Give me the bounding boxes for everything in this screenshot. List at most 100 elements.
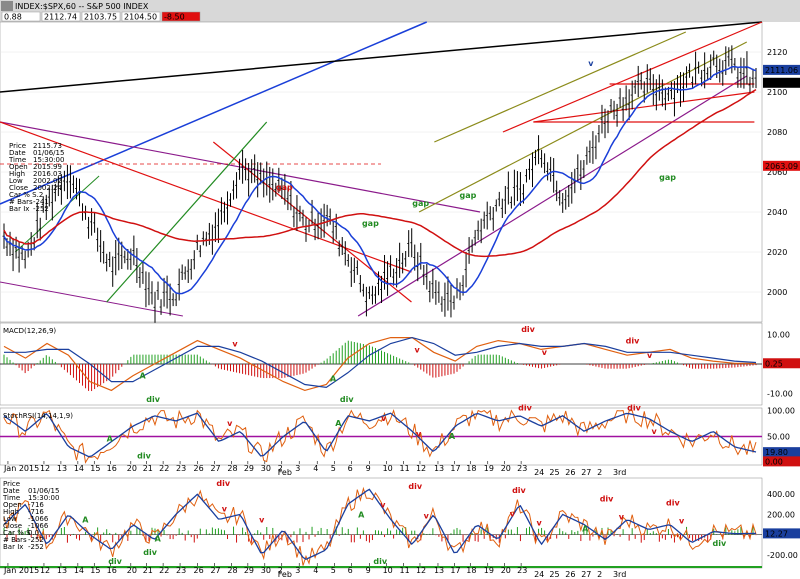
info-value: -252 bbox=[28, 536, 44, 544]
osc-xaxis-label: 4 bbox=[313, 566, 318, 575]
info-label: Bar Ix bbox=[9, 205, 29, 213]
stoch-xaxis-label: 4 bbox=[313, 464, 318, 473]
green-uptrend bbox=[106, 121, 268, 303]
price-annotation: v bbox=[588, 59, 594, 68]
red-moving-average bbox=[3, 88, 757, 258]
info-label: # Bars bbox=[3, 536, 27, 544]
macd-annotation: v bbox=[415, 345, 421, 354]
osc-xaxis-label-2: 25 bbox=[549, 570, 559, 579]
info-value: 0.0 bbox=[28, 529, 39, 537]
osc-annotation: div bbox=[408, 482, 422, 491]
price-tick-label: 2080 bbox=[767, 128, 787, 137]
black-trendline bbox=[0, 21, 763, 93]
info-value: -1066 bbox=[28, 515, 49, 523]
stoch-annotation: A bbox=[449, 432, 456, 441]
price-tick-label: 2060 bbox=[767, 168, 787, 177]
info-value: 15:30:00 bbox=[28, 494, 59, 502]
info-label: Close bbox=[9, 184, 28, 192]
price-marker bbox=[763, 64, 800, 75]
macd-marker-label: 0.25 bbox=[765, 359, 783, 368]
info-value: -252 bbox=[33, 205, 49, 213]
stoch-xaxis-label: 26 bbox=[194, 464, 204, 473]
info-label: High bbox=[3, 508, 19, 516]
quote-value: 2103.75 bbox=[84, 13, 117, 22]
macd-annotation: div bbox=[340, 395, 354, 404]
osc-annotation: v bbox=[619, 512, 625, 521]
macd-annotation: v bbox=[542, 348, 548, 357]
stoch-xaxis-label: 11 bbox=[400, 464, 410, 473]
stoch-xaxis-label: 20 bbox=[501, 464, 511, 473]
osc-xaxis-label: 15 bbox=[90, 566, 100, 575]
purple-uptrend bbox=[357, 75, 748, 317]
info-value: 2002.02 bbox=[33, 177, 62, 185]
macd-annotation: v bbox=[647, 351, 653, 360]
osc-annotation: v bbox=[679, 517, 685, 526]
stoch-marker bbox=[763, 456, 800, 467]
price-marker bbox=[763, 160, 800, 171]
info-label: Price bbox=[3, 480, 20, 488]
window-menu-icon[interactable] bbox=[1, 1, 13, 11]
price-marker-label: 2104.61 bbox=[765, 79, 798, 88]
stoch-xaxis-label: 12 bbox=[416, 464, 426, 473]
stoch-xaxis-label: 5 bbox=[331, 464, 336, 473]
info-value: 01/06/15 bbox=[33, 149, 64, 157]
quote-value: -8.50 bbox=[164, 13, 185, 22]
osc-xaxis-label: 12 bbox=[40, 566, 50, 575]
red-channel-upper bbox=[502, 21, 763, 133]
osc-tick-label: -200.00 bbox=[767, 551, 798, 560]
osc-xaxis-label-2: 2 bbox=[597, 570, 602, 579]
macd-name: MACD(12,26,9) bbox=[3, 327, 56, 335]
osc-xaxis-label: 19 bbox=[484, 566, 494, 575]
stoch-xaxis-label: 2 bbox=[278, 464, 283, 473]
osc-annotation: v bbox=[424, 511, 430, 520]
stoch-name: StochRSI(14,14,1,9) bbox=[3, 412, 73, 420]
blue-moving-average bbox=[3, 65, 757, 295]
osc-xaxis-label: 14 bbox=[74, 566, 84, 575]
osc-tick-label: 200.00 bbox=[767, 510, 795, 519]
osc-annotation: v bbox=[259, 515, 265, 524]
price-annotation: gap bbox=[412, 199, 429, 208]
osc-plot: 400.00200.000.00-200.00divvvdivvvdivvvdi… bbox=[0, 479, 800, 568]
osc-annotation: div bbox=[712, 539, 726, 548]
osc-xaxis-label-2: 24 bbox=[534, 570, 544, 579]
stoch-xaxis-label: 16 bbox=[107, 464, 117, 473]
stoch-annotation: v bbox=[652, 427, 658, 436]
osc-annotation: div bbox=[143, 548, 157, 557]
info-label: Time bbox=[2, 494, 20, 502]
red-channel-lower bbox=[533, 91, 755, 123]
quote-box bbox=[41, 11, 81, 22]
info-label: Date bbox=[3, 487, 20, 495]
macd-annotation: div bbox=[626, 337, 640, 346]
stoch-annotation: v bbox=[227, 419, 233, 428]
stoch-annotation: div bbox=[518, 404, 532, 413]
macd-annotation: A bbox=[139, 372, 146, 381]
info-value: 2002.24 bbox=[33, 184, 62, 192]
stoch-xaxis-label: 13 bbox=[434, 464, 444, 473]
stoch-xaxis-label: 28 bbox=[227, 464, 237, 473]
info-label: # Bars bbox=[9, 198, 33, 206]
osc-xaxis-label-2: 3rd bbox=[613, 570, 626, 579]
stoch-xaxis-label: 21 bbox=[143, 464, 153, 473]
info-label: Low bbox=[3, 515, 17, 523]
osc-xaxis-label: 6 bbox=[348, 566, 353, 575]
blue-trendline bbox=[0, 21, 428, 205]
stoch-xaxis-label: 15 bbox=[90, 464, 100, 473]
macd-line bbox=[3, 337, 756, 392]
osc-xaxis-label: 12 bbox=[416, 566, 426, 575]
osc-slow-line bbox=[3, 488, 756, 561]
osc-annotation: div bbox=[512, 486, 526, 495]
stoch-xaxis-label: 20 bbox=[127, 464, 137, 473]
osc-xaxis-label: 26 bbox=[194, 566, 204, 575]
olive-channel-upper bbox=[434, 31, 687, 143]
osc-xaxis-label: 2 bbox=[278, 566, 283, 575]
osc-annotation: A bbox=[155, 535, 162, 544]
stoch-annotation: div bbox=[627, 404, 641, 413]
info-value: -241 bbox=[33, 198, 49, 206]
price-tick-label: 2040 bbox=[767, 208, 787, 217]
osc-xaxis-label: Jan 2015 bbox=[3, 566, 39, 575]
osc-xaxis-label: 29 bbox=[244, 566, 254, 575]
stoch-xaxis-label: 10 bbox=[383, 464, 393, 473]
